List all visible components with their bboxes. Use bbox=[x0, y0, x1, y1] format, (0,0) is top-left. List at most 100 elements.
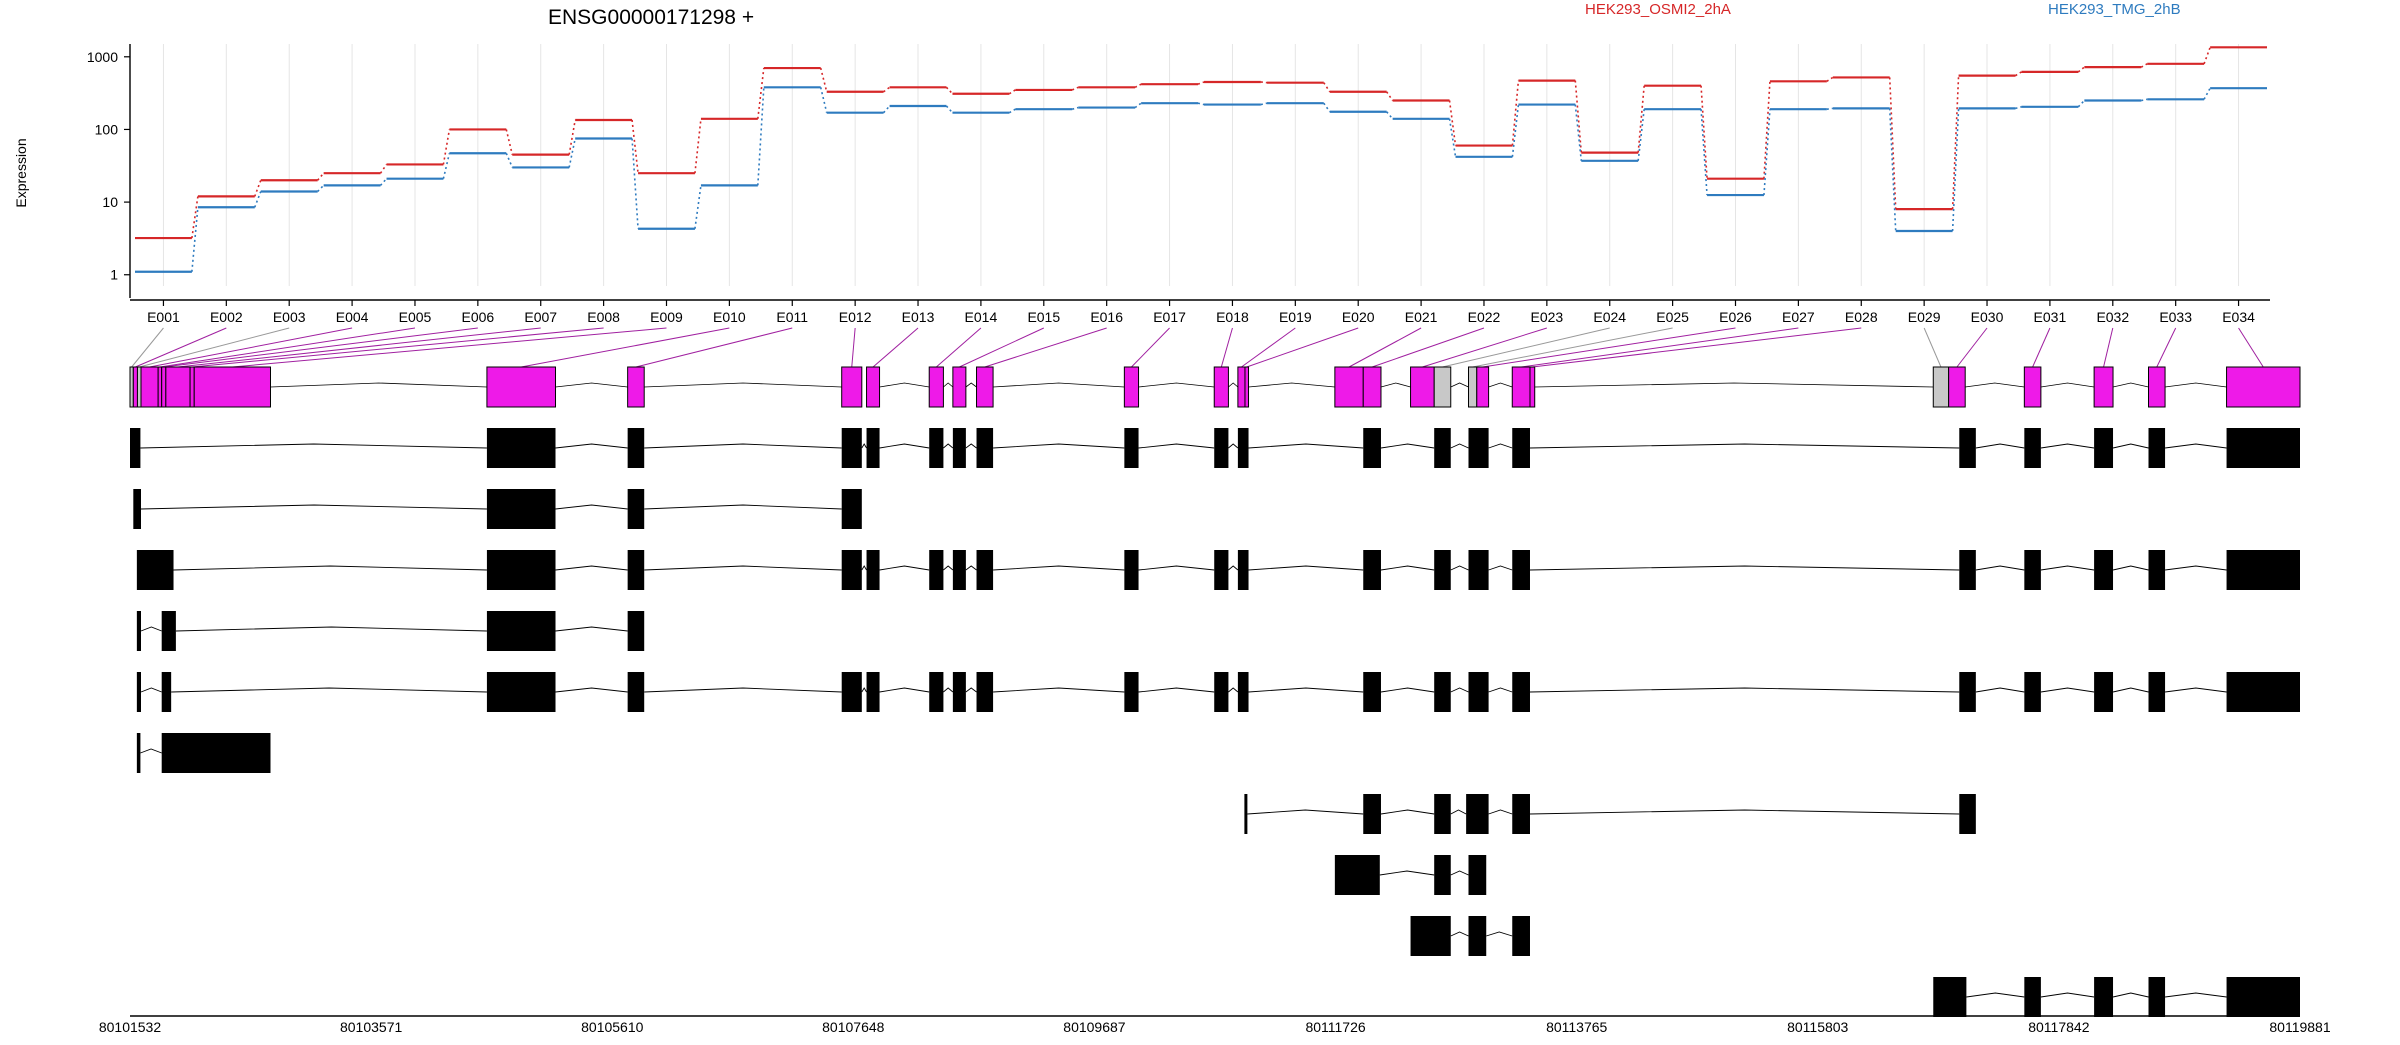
series-connector bbox=[2077, 66, 2085, 73]
gene-intron bbox=[965, 382, 977, 388]
series-connector bbox=[1072, 106, 1079, 110]
genomic-tick-label: 80103571 bbox=[340, 1019, 403, 1035]
transcript-intron bbox=[861, 443, 867, 449]
gene-intron bbox=[1138, 382, 1215, 388]
transcript-exon bbox=[1959, 550, 1976, 590]
transcript-intron bbox=[965, 687, 977, 693]
gene-intron bbox=[644, 382, 842, 388]
series-connector bbox=[1323, 102, 1331, 113]
legend-series-2: HEK293_TMG_2hB bbox=[2048, 1, 2181, 18]
transcript-intron bbox=[140, 748, 162, 754]
transcript-intron bbox=[2112, 992, 2149, 998]
transcript-intron bbox=[1975, 443, 2025, 449]
gene-intron bbox=[1534, 382, 1934, 388]
exon-bin-e006 bbox=[161, 366, 167, 408]
exon-bin-e017 bbox=[1123, 366, 1140, 408]
exon-connector bbox=[1131, 327, 1170, 368]
exon-connector bbox=[1482, 327, 1736, 368]
transcript-intron bbox=[2112, 565, 2149, 571]
chart-title: ENSG00000171298 + bbox=[548, 6, 754, 29]
exon-bin-e009 bbox=[193, 366, 271, 408]
exon-label-e021: E021 bbox=[1405, 309, 1438, 325]
exon-label-e009: E009 bbox=[650, 309, 683, 325]
series-2 bbox=[135, 86, 2267, 273]
transcript-intron bbox=[2165, 565, 2227, 571]
genomic-tick-label: 80117842 bbox=[2028, 1019, 2089, 1035]
exon-bin-e021 bbox=[1334, 366, 1364, 408]
exon-label-e028: E028 bbox=[1845, 309, 1878, 325]
transcript-intron bbox=[644, 565, 842, 571]
transcript-exon bbox=[841, 428, 862, 468]
exon-label-e027: E027 bbox=[1782, 309, 1815, 325]
transcript-exon bbox=[1334, 855, 1380, 895]
exon-bin-e007 bbox=[165, 366, 191, 408]
transcript-exon bbox=[952, 428, 966, 468]
transcript-intron bbox=[1138, 565, 1215, 571]
series-connector bbox=[254, 179, 262, 197]
series-connector bbox=[1637, 109, 1645, 161]
transcript-intron bbox=[555, 626, 628, 632]
transcript-exon bbox=[627, 672, 645, 712]
transcript-intron bbox=[1380, 809, 1435, 815]
transcript-intron bbox=[2165, 992, 2227, 998]
exon-bin-e024 bbox=[1433, 366, 1452, 408]
transcript-intron bbox=[879, 687, 930, 693]
transcript-intron bbox=[644, 443, 842, 449]
transcript-exon bbox=[1959, 672, 1976, 712]
gene-intron bbox=[879, 382, 930, 388]
transcript-intron bbox=[1228, 443, 1239, 449]
exon-connector bbox=[2156, 327, 2177, 368]
transcript-exon bbox=[1237, 550, 1249, 590]
exon-label-e025: E025 bbox=[1656, 309, 1689, 325]
transcript-exon bbox=[1237, 428, 1249, 468]
gene-intron bbox=[1450, 382, 1469, 388]
exon-label-e014: E014 bbox=[965, 309, 998, 325]
gene-intron bbox=[1248, 382, 1335, 388]
series-connector bbox=[882, 105, 891, 114]
genomic-tick-label: 80111726 bbox=[1305, 1019, 1365, 1035]
transcript-8 bbox=[1334, 855, 1487, 895]
transcript-exon bbox=[486, 489, 556, 529]
transcript-exon bbox=[136, 672, 141, 712]
exon-label-e033: E033 bbox=[2159, 309, 2192, 325]
series-connector bbox=[1008, 108, 1016, 114]
exon-label-e019: E019 bbox=[1279, 309, 1312, 325]
transcript-exon bbox=[1512, 916, 1530, 956]
exon-label-e001: E001 bbox=[147, 309, 180, 325]
transcript-intron bbox=[1228, 687, 1239, 693]
genomic-axis-layer: 80101532 80103571 80105610 80107648 80109687… bbox=[99, 1015, 2331, 1035]
series-connector bbox=[757, 67, 765, 119]
exon-bin-e031 bbox=[2023, 366, 2042, 408]
exon-connector bbox=[1371, 327, 1485, 368]
transcript-intron bbox=[1488, 809, 1513, 815]
series-connector bbox=[2203, 87, 2211, 100]
transcript-exon bbox=[1434, 672, 1451, 712]
transcript-exon bbox=[161, 611, 176, 651]
series-connector bbox=[945, 86, 954, 95]
transcript-exon bbox=[136, 550, 174, 590]
transcript-exon bbox=[2148, 550, 2166, 590]
transcript-exon bbox=[1434, 794, 1451, 834]
transcript-intron bbox=[1529, 687, 1960, 693]
exon-label-e008: E008 bbox=[587, 309, 620, 325]
exon-label-e023: E023 bbox=[1531, 309, 1564, 325]
exon-connector bbox=[2103, 327, 2114, 368]
transcript-exon bbox=[2024, 672, 2041, 712]
transcript-intron bbox=[140, 626, 162, 632]
exon-label-e018: E018 bbox=[1216, 309, 1249, 325]
transcript-exon bbox=[2024, 428, 2041, 468]
gene-intron bbox=[1380, 382, 1411, 388]
genomic-tick-label: 80101532 bbox=[99, 1019, 162, 1035]
series-connector bbox=[254, 191, 262, 208]
transcript-exon bbox=[2226, 672, 2300, 712]
transcript-exon bbox=[486, 550, 556, 590]
exon-bin-e010 bbox=[486, 366, 557, 408]
genomic-tick-label: 80119881 bbox=[2269, 1019, 2330, 1035]
exon-label-e010: E010 bbox=[713, 309, 746, 325]
transcript-exon bbox=[866, 550, 880, 590]
transcript-intron bbox=[2112, 443, 2149, 449]
transcript-exon bbox=[2094, 550, 2114, 590]
exon-label-e024: E024 bbox=[1593, 309, 1626, 325]
exon-connector bbox=[935, 327, 982, 368]
transcript-exon bbox=[1124, 550, 1139, 590]
